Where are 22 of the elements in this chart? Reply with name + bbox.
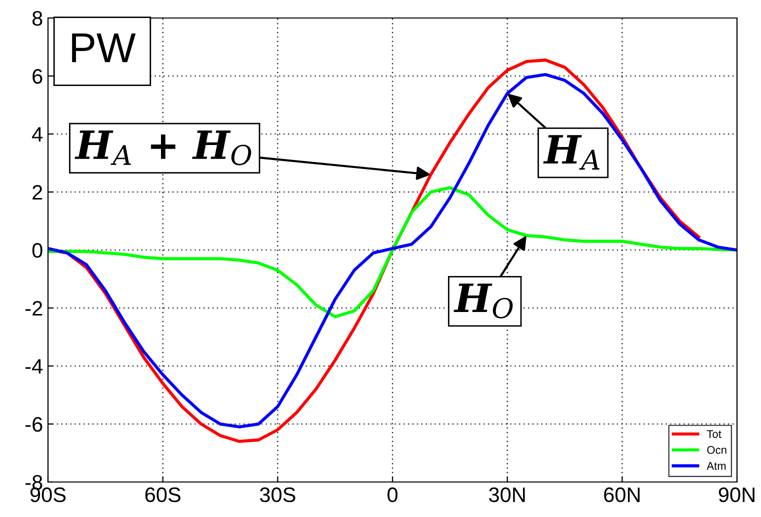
x-tick-label: 90N	[718, 487, 754, 502]
legend-label: Ocn	[707, 446, 726, 454]
legend-label: Tot	[706, 430, 722, 438]
line-series	[48, 186, 737, 318]
annotation: PW	[72, 33, 136, 62]
x-tick-label: 30N	[489, 487, 525, 502]
y-tick-label: -6	[26, 417, 42, 432]
annotation: H$_{A}$ + H$_{O}$	[74, 130, 252, 166]
y-tick-label: -4	[26, 359, 43, 374]
legend-label: Atm	[706, 462, 726, 470]
y-tick-label: 2	[32, 185, 42, 200]
y-tick-label: 0	[32, 243, 42, 258]
y-tick-label: 8	[32, 11, 42, 26]
annotation: H$_{O}$	[454, 284, 513, 318]
y-tick-label: -2	[26, 301, 42, 316]
y-tick-label: 6	[32, 69, 42, 84]
y-tick-label: 4	[32, 127, 43, 142]
x-tick-label: 60N	[604, 487, 640, 502]
annotation: H$_{A}$	[543, 135, 600, 170]
x-tick-label: 60S	[145, 487, 180, 502]
x-tick-label: 30S	[260, 487, 296, 502]
x-tick-label: 0	[388, 487, 398, 502]
